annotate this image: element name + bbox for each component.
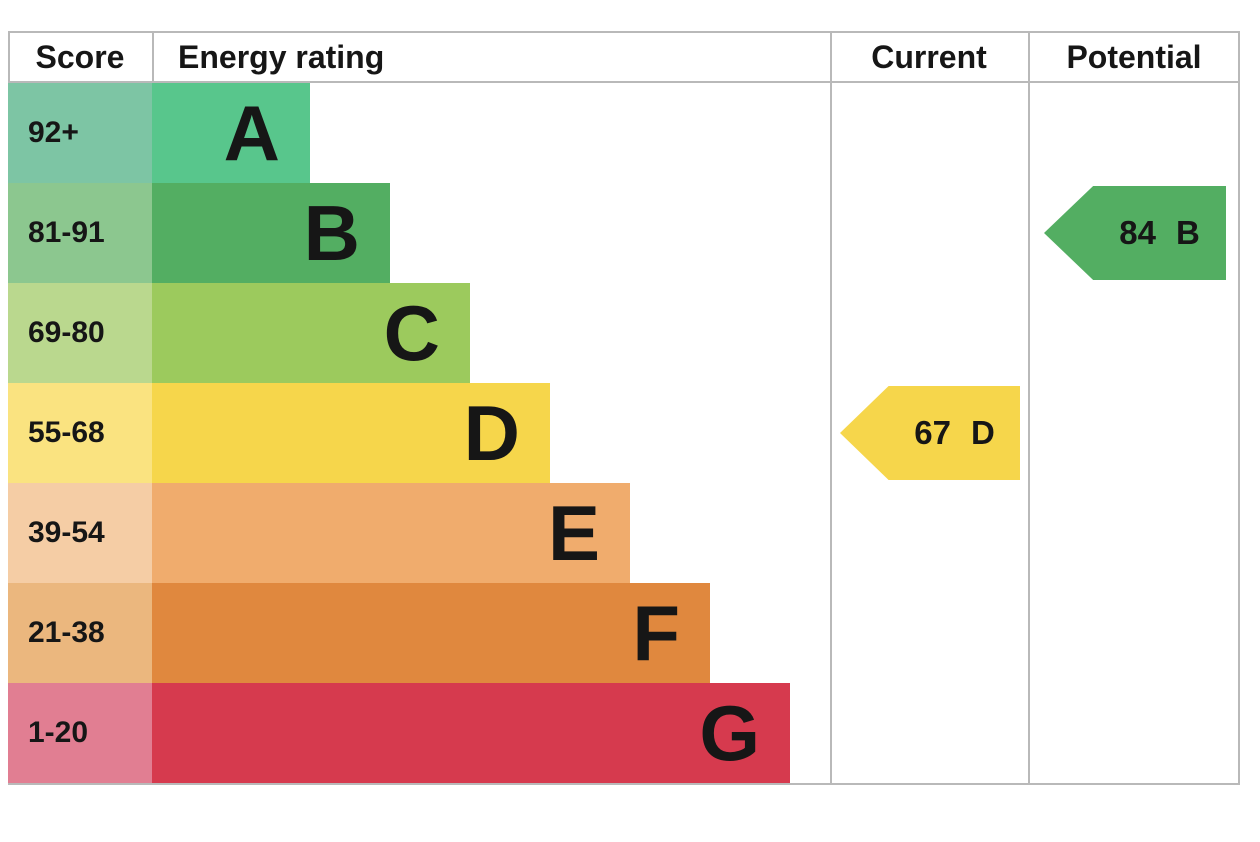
band-letter: B xyxy=(303,189,360,277)
band-row: 69-80 C xyxy=(8,283,1240,383)
table-right-border xyxy=(1238,31,1240,785)
current-rating-value: 67 xyxy=(914,414,951,451)
band-score-label: 55-68 xyxy=(28,416,105,449)
energy-rating-column-header: Energy rating xyxy=(178,38,385,75)
band-score-cell: 39-54 xyxy=(8,483,152,583)
potential-rating-value: 84 xyxy=(1119,214,1156,251)
potential-rating-letter: B xyxy=(1175,214,1200,251)
table-header-row: Score Energy rating Current Potential xyxy=(8,31,1240,83)
band-row: 1-20 G xyxy=(8,683,1240,783)
band-row: 55-68 D xyxy=(8,383,1240,483)
band-bar: B xyxy=(152,183,390,283)
rating-current-divider xyxy=(830,31,832,785)
current-rating-letter: D xyxy=(970,414,995,451)
header-left-border xyxy=(8,31,10,83)
score-column-divider xyxy=(152,31,154,83)
band-score-label: 21-38 xyxy=(28,616,105,649)
band-bar: A xyxy=(152,83,310,183)
band-score-cell: 21-38 xyxy=(8,583,152,683)
band-bar: F xyxy=(152,583,710,683)
band-score-label: 39-54 xyxy=(28,516,105,549)
band-bar: C xyxy=(152,283,470,383)
band-letter: D xyxy=(463,389,520,477)
band-letter: F xyxy=(632,589,680,677)
score-column-header: Score xyxy=(35,38,125,75)
current-column-header: Current xyxy=(871,38,987,75)
band-score-cell: 1-20 xyxy=(8,683,152,783)
band-score-cell: 69-80 xyxy=(8,283,152,383)
band-bar: D xyxy=(152,383,550,483)
band-score-label: 92+ xyxy=(28,116,79,149)
epc-rating-chart: Score Energy rating Current Potential 67… xyxy=(8,31,1240,785)
band-bar: E xyxy=(152,483,630,583)
epc-body: 67 D 84 B 92+ A 81-91 B 69-80 C 5 xyxy=(8,83,1240,785)
band-row: 92+ A xyxy=(8,83,1240,183)
band-bar: G xyxy=(152,683,790,783)
band-score-label: 69-80 xyxy=(28,316,105,349)
band-score-label: 81-91 xyxy=(28,216,105,249)
band-score-cell: 81-91 xyxy=(8,183,152,283)
band-letter: A xyxy=(223,89,280,177)
current-potential-divider xyxy=(1028,31,1030,785)
band-letter: E xyxy=(547,489,600,577)
band-row: 39-54 E xyxy=(8,483,1240,583)
band-letter: C xyxy=(383,289,440,377)
band-score-cell: 92+ xyxy=(8,83,152,183)
potential-column-header: Potential xyxy=(1066,38,1202,75)
band-row: 21-38 F xyxy=(8,583,1240,683)
band-row: 81-91 B xyxy=(8,183,1240,283)
band-score-cell: 55-68 xyxy=(8,383,152,483)
band-score-label: 1-20 xyxy=(28,716,89,749)
band-letter: G xyxy=(699,689,760,777)
